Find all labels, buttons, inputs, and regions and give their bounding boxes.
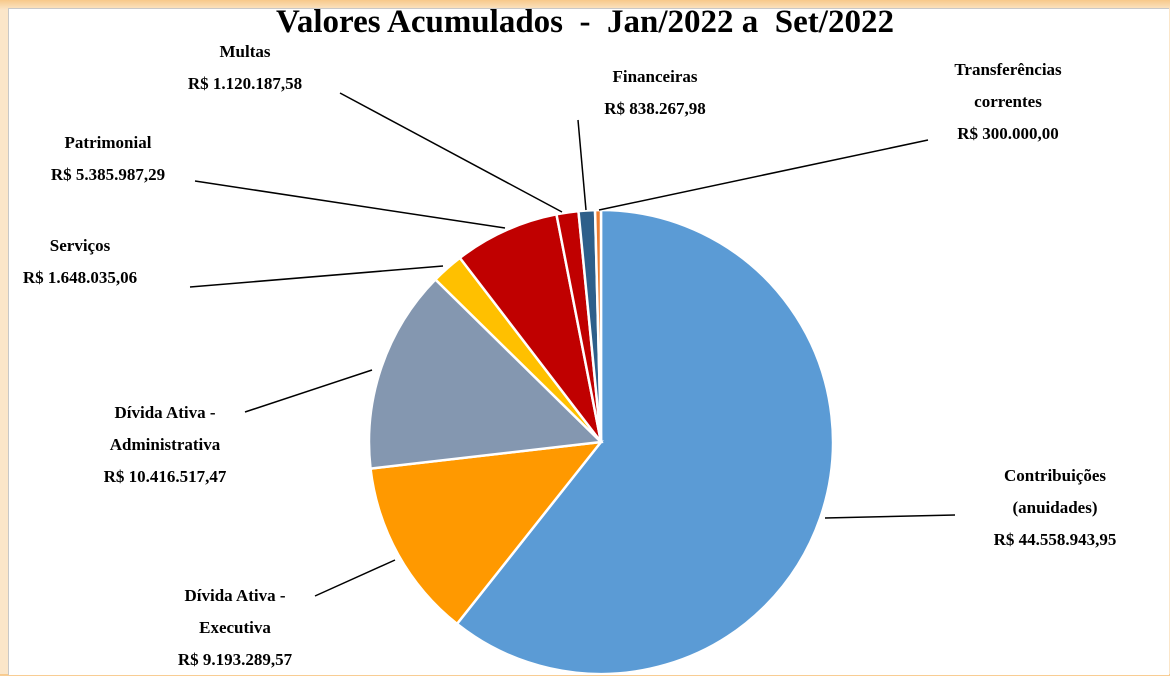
value-label: R$ 838.267,98 [604,99,706,118]
leader-line [189,265,444,288]
leader-line [339,92,563,213]
leader-line [244,369,373,413]
data-label: Dívida Ativa - Administrativa R$ 10.416.5… [65,397,265,493]
leader-line [824,514,956,519]
pie-slice [458,212,603,443]
data-label: Contribuições (anuidades) R$ 44.558.943,9… [980,460,1130,556]
category-label: Financeiras [612,67,698,86]
value-label: R$ 44.558.943,95 [993,530,1117,549]
category-label: Multas [219,42,271,61]
value-label: R$ 5.385.987,29 [50,165,166,184]
category-label: Dívida Ativa - Administrativa [109,403,221,454]
pie-slice [367,277,604,470]
chart-title: Valores Acumulados - Jan/2022 a Set/2022 [276,4,894,40]
category-label: Patrimonial [64,133,152,152]
leader-line [577,119,587,211]
pie-slice [369,440,604,626]
value-label: R$ 9.193.289,57 [177,650,293,669]
data-label: Serviços R$ 1.648.035,06 [0,230,180,294]
pie-slice [455,208,835,674]
value-label: R$ 1.648.035,06 [22,268,138,287]
value-label: R$ 10.416.517,47 [103,467,227,486]
data-label: Patrimonial R$ 5.385.987,29 [8,127,208,191]
leader-line [598,139,929,211]
category-label: Contribuições (anuidades) [1004,466,1106,517]
data-label: Multas R$ 1.120.187,58 [145,36,345,100]
data-label: Financeiras R$ 838.267,98 [555,61,755,125]
leader-line [314,559,396,597]
value-label: R$ 1.120.187,58 [187,74,303,93]
data-label: Dívida Ativa - Executiva R$ 9.193.289,57 [150,580,320,676]
category-label: Dívida Ativa - Executiva [184,586,286,637]
value-label: R$ 300.000,00 [957,124,1059,143]
leader-line [194,180,506,229]
category-label: Serviços [49,236,111,255]
category-label: Transferências correntes [954,60,1062,111]
data-label: Transferências correntes R$ 300.000,00 [933,54,1083,150]
